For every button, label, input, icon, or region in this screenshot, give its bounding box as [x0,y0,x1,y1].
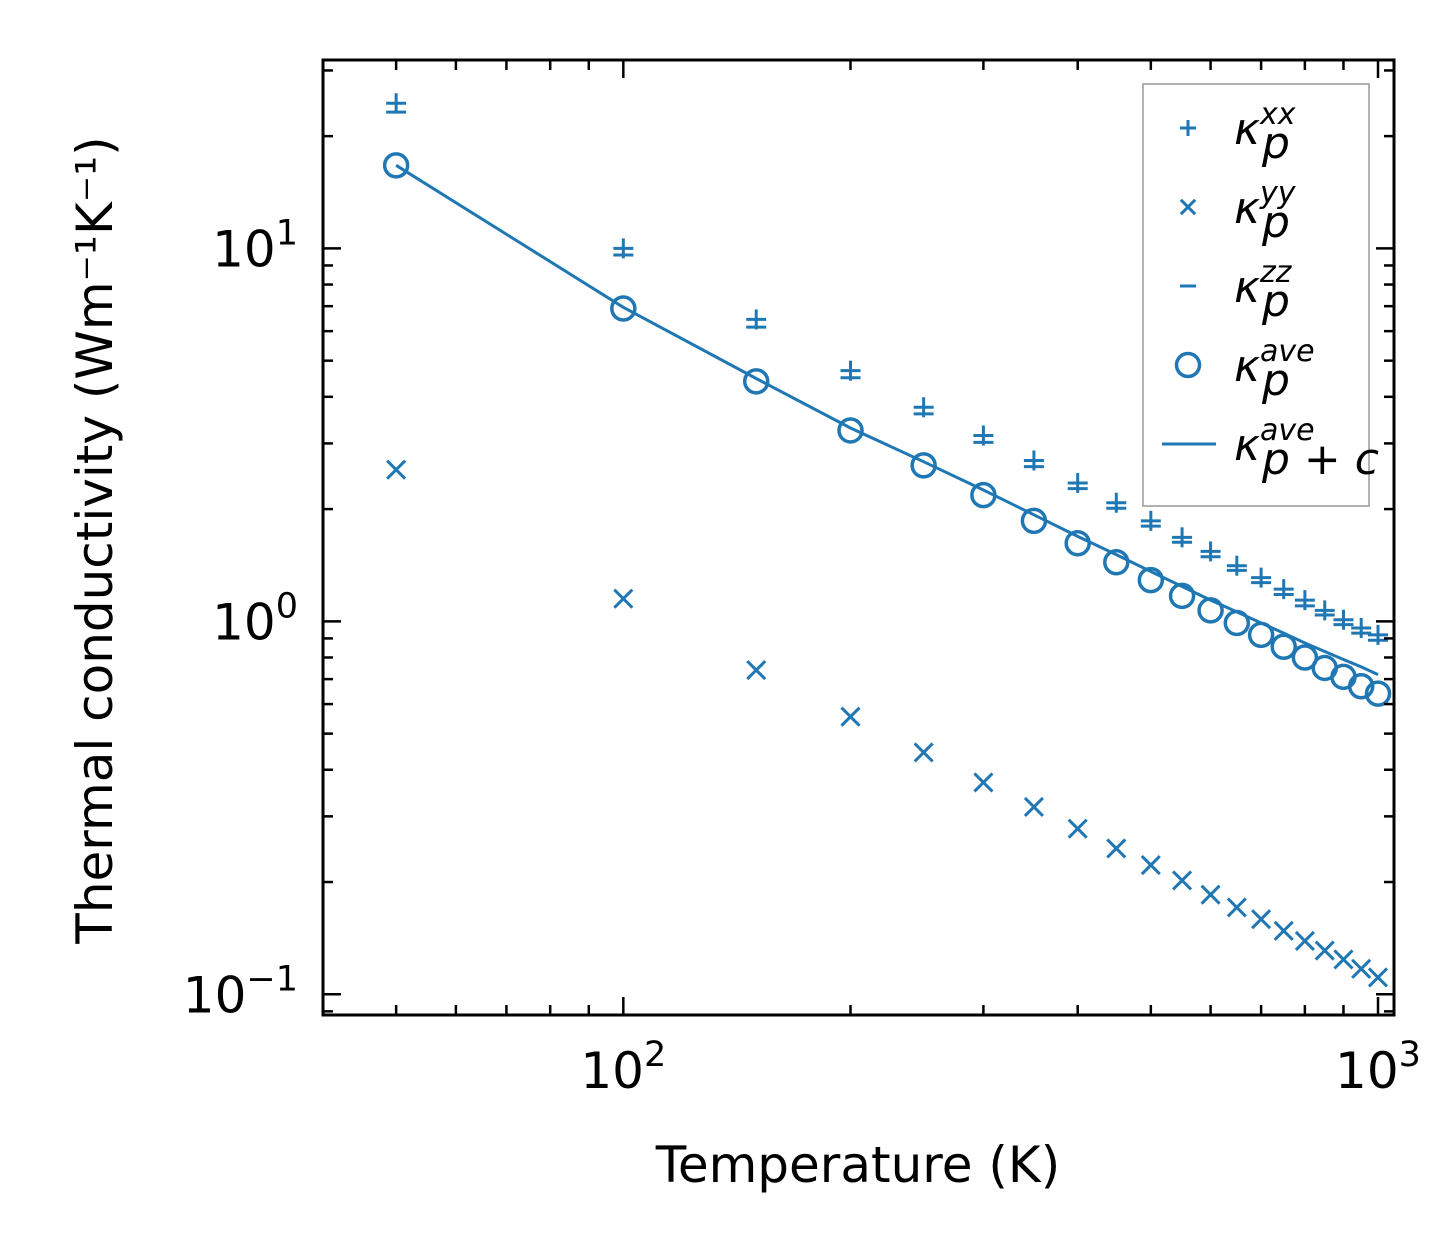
data-point-plus [1200,541,1221,562]
legend-label-subscript: p [1261,355,1290,406]
data-point-circle [382,152,410,179]
data-point-circle [1137,566,1165,594]
legend-label: κave [1234,334,1315,392]
legend-marker-plus [1180,120,1196,136]
legend-label-subscript: p + c [1261,434,1379,485]
data-point-x [1273,920,1294,941]
data-point-circle [1168,582,1196,610]
data-point-x [1314,940,1335,961]
legend-label: κzz [1234,255,1293,313]
legend-label-subscript: p [1261,197,1290,248]
data-point-x [1200,884,1221,905]
data-point-x [1351,958,1372,979]
data-point-plus [1251,567,1272,588]
legend-marker-x [1179,198,1197,216]
data-point-x [1367,967,1389,988]
data-point-x [840,706,861,727]
x-tick-label: 102 [580,1035,666,1100]
data-point-plus [1351,617,1372,638]
series-x [386,459,1389,988]
ticks [321,60,1394,1015]
data-point-x [1294,930,1315,952]
data-point-x [386,459,407,480]
legend-marker-circle [1174,351,1202,379]
series-circle [382,152,1392,707]
data-point-circle [910,452,937,479]
data-point-circle [610,295,637,322]
series-line [395,164,1379,676]
data-point-circle [1364,680,1392,707]
data-point-circle [742,368,770,395]
legend-box [1142,83,1370,507]
data-point-x [746,660,767,681]
y-axis-title: Thermal conductivity (Wm⁻¹K⁻¹) [66,136,124,944]
data-point-x [1226,897,1247,918]
x-tick-label: 103 [1335,1035,1421,1100]
data-point-x [1106,838,1127,859]
data-point-circle [1291,644,1319,671]
data-point-circle [1103,549,1130,576]
x-axis-title: Temperature (K) [655,1136,1060,1194]
legend-label-subscript: p [1261,276,1290,327]
series-hline [386,110,1389,642]
data-point-circle [1270,633,1297,660]
data-point-x [1140,855,1161,876]
data-point-plus [1140,510,1161,531]
data-point-x [1067,818,1088,839]
data-point-circle [1347,672,1375,700]
y-tick-label: 101 [212,213,298,278]
data-point-plus [1226,555,1247,576]
data-point-plus [1333,609,1354,630]
series-line [395,164,1379,676]
legend-label-subscript: p [1261,118,1290,169]
data-layer [382,93,1392,988]
data-point-plus [1314,600,1335,621]
axes-layer: 102 103 10−1 100 101 [183,58,1421,1100]
data-point-x [1333,949,1354,970]
legend-label: κave [1234,413,1315,471]
data-point-x [613,588,634,609]
data-point-x [973,772,994,793]
data-point-circle [837,417,864,444]
legend-label: κyy [1234,176,1297,234]
y-tick-label: 100 [212,586,298,651]
data-point-circle [1020,507,1048,535]
data-point-plus [386,93,407,114]
data-point-x [913,742,934,763]
data-point-plus [1172,527,1193,548]
legend-label: κxx [1234,97,1296,155]
data-point-x [1172,870,1193,891]
y-tick-label: 10−1 [183,959,298,1024]
data-point-x [1251,909,1272,930]
data-point-plus [1273,579,1294,600]
axes-frame [321,58,1396,1017]
data-point-x [1023,796,1044,817]
